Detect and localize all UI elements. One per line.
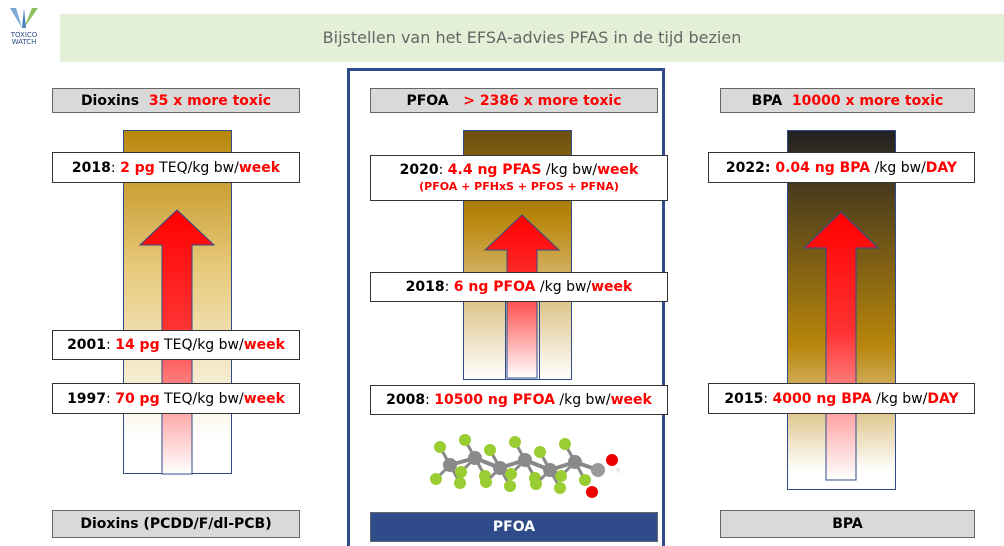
text-run: DAY [926,160,957,176]
text-run: 0.04 ng BPA [775,160,870,176]
text-run: 2022: [726,160,775,176]
value-line: 2015: 4000 ng BPA /kg bw/DAY [724,391,958,407]
text-run: /kg bw/ [872,391,928,407]
text-run: 4000 ng BPA [773,391,872,407]
value-box: 2015: 4000 ng BPA /kg bw/DAY [708,383,975,414]
column-footer: BPA [720,510,975,538]
molecule [420,420,620,505]
text-run: : [763,391,772,407]
text-run: /kg bw/ [870,160,926,176]
value-line: 2022: 0.04 ng BPA /kg bw/DAY [726,160,957,176]
text-run: DAY [927,391,958,407]
value-box: 2022: 0.04 ng BPA /kg bw/DAY [708,152,975,183]
text-run: 2015 [724,391,763,407]
slide: TOXICOWATCH Bijstellen van het EFSA-advi… [0,0,1004,546]
